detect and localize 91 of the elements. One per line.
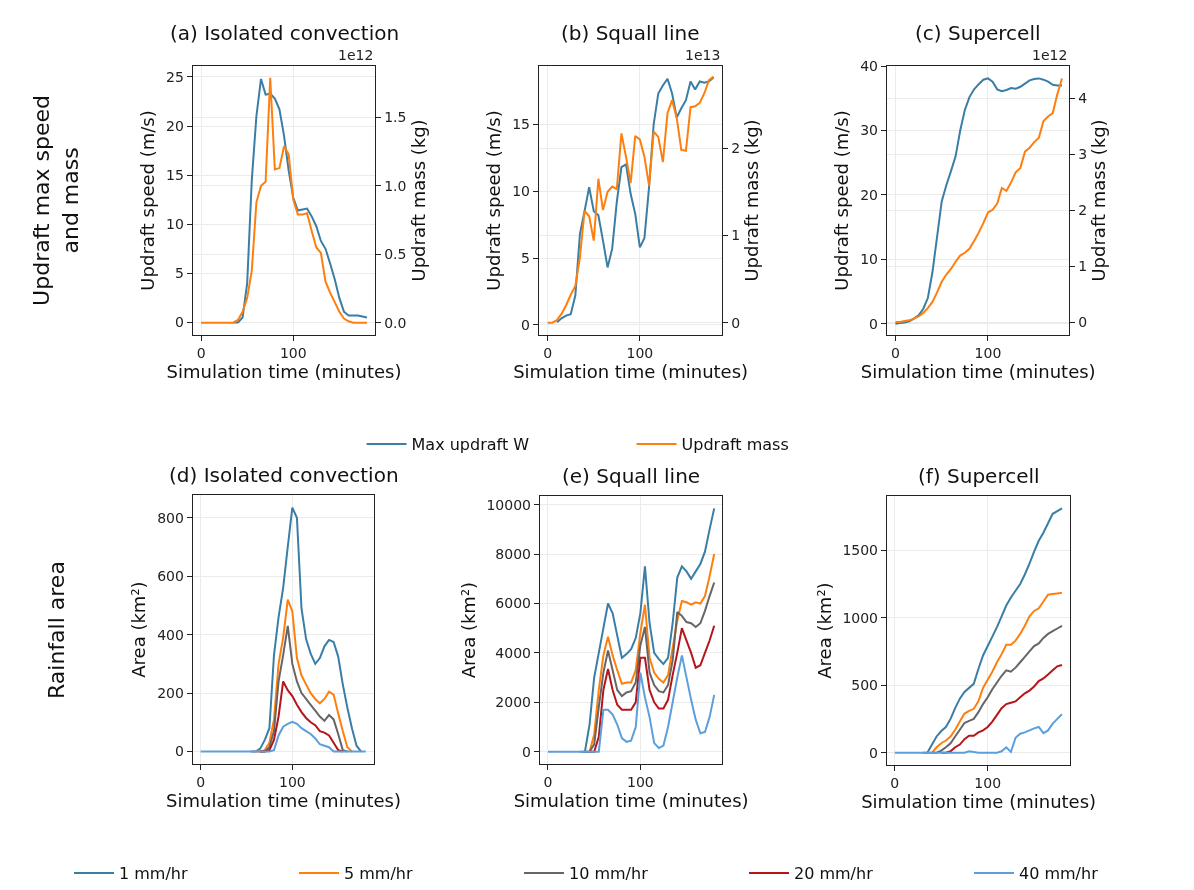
- y-tick-label: 10: [166, 216, 184, 233]
- x-axis-title: Simulation time (minutes): [166, 789, 402, 811]
- x-tick-label: 0: [890, 344, 900, 361]
- y-tick-label: 0: [174, 743, 184, 760]
- y-tick-label: 5: [174, 265, 184, 282]
- text: Updraft max speed and mass: [28, 94, 83, 306]
- line-series: [199, 720, 367, 753]
- y-tick-label: 6000: [495, 595, 531, 612]
- x-tick-label: 0: [543, 773, 553, 790]
- legend-label: Max updraft W: [411, 435, 530, 455]
- y-axis-title: Updraft speed (m/s): [137, 110, 159, 291]
- line-series: [893, 713, 1063, 754]
- chart-title: (a) Isolated convection: [170, 21, 400, 45]
- y2-axis-title: Updraft mass (kg): [1088, 119, 1110, 282]
- y-tick-label: 2000: [495, 694, 531, 711]
- legend-label: 20 mm/hr: [794, 864, 874, 884]
- y2-tick-label: 0: [1078, 313, 1088, 330]
- y-tick-label: 400: [157, 626, 184, 643]
- y-axis-title: Area (km²): [813, 582, 835, 679]
- legend-label: 40 mm/hr: [1019, 864, 1099, 884]
- x-axis-title: Simulation time (minutes): [513, 789, 749, 811]
- y-tick-label: 0: [869, 315, 879, 332]
- legend-label: 1 mm/hr: [119, 864, 188, 884]
- x-tick-label: 100: [974, 774, 1002, 791]
- y-tick-label: 25: [166, 68, 184, 85]
- x-tick-label: 100: [626, 773, 654, 790]
- y-tick-label: 40: [860, 58, 879, 75]
- x-tick-label: 0: [196, 344, 206, 361]
- y-tick-label: 10000: [486, 496, 531, 513]
- y-tick-label: 20: [860, 186, 879, 203]
- legend-label: 5 mm/hr: [344, 864, 413, 884]
- y-tick-label: 0: [521, 316, 531, 333]
- chart-title: (e) Squall line: [562, 464, 701, 488]
- line-series: [200, 76, 368, 324]
- y-axis-title: Area (km²): [457, 581, 479, 679]
- y2-tick-label: 1.0: [384, 177, 407, 194]
- chart-title: (d) Isolated convection: [169, 463, 399, 487]
- y-tick-label: 200: [157, 685, 184, 702]
- y-tick-label: 1500: [842, 542, 879, 559]
- y-axis-title: Updraft speed (m/s): [483, 110, 505, 291]
- x-tick-label: 100: [626, 344, 654, 361]
- legend-label: 10 mm/hr: [569, 864, 649, 884]
- y-tick-label: 5: [521, 249, 531, 266]
- chart-title: (f) Supercell: [918, 464, 1040, 488]
- y2-axis-title: Updraft mass (kg): [741, 119, 763, 282]
- y2-tick-label: 4: [1078, 90, 1088, 107]
- y-tick-label: 600: [157, 568, 184, 585]
- y-tick-label: 15: [166, 167, 184, 184]
- x-axis-title: Simulation time (minutes): [860, 360, 1096, 382]
- y-tick-label: 8000: [495, 545, 531, 562]
- x-tick-label: 100: [279, 344, 307, 361]
- y-tick-label: 4000: [495, 644, 531, 661]
- y-tick-label: 0: [174, 314, 184, 331]
- y-axis-title: Area (km²): [128, 581, 150, 678]
- y-tick-label: 10: [512, 183, 531, 200]
- x-tick-label: 100: [974, 344, 1002, 361]
- y-tick-label: 0: [869, 744, 879, 761]
- legend-label: Updraft mass: [681, 435, 789, 455]
- y-tick-label: 15: [512, 116, 531, 133]
- y-tick-label: 10: [860, 251, 879, 268]
- y2-tick-label: 1.5: [384, 109, 407, 126]
- y-tick-label: 1000: [842, 609, 879, 626]
- x-axis-title: Simulation time (minutes): [166, 360, 402, 382]
- x-axis-title: Simulation time (minutes): [861, 790, 1097, 812]
- y-tick-label: 0: [522, 743, 531, 760]
- y2-tick-label: 1: [731, 227, 741, 244]
- x-tick-label: 0: [196, 773, 206, 790]
- y2-tick-label: 0.5: [384, 246, 407, 263]
- x-tick-label: 0: [543, 344, 553, 361]
- y-axis-title: Updraft speed (m/s): [831, 110, 853, 291]
- y2-tick-label: 1: [1078, 258, 1088, 275]
- text: 1e13: [685, 47, 721, 63]
- x-tick-label: 100: [278, 773, 306, 790]
- chart-title: (c) Supercell: [915, 21, 1041, 45]
- y-tick-label: 20: [166, 117, 184, 134]
- text: 1e12: [1032, 47, 1068, 63]
- x-axis-title: Simulation time (minutes): [513, 360, 749, 382]
- x-tick-label: 0: [890, 774, 900, 791]
- y2-tick-label: 3: [1078, 146, 1088, 163]
- y2-tick-label: 0: [731, 314, 741, 331]
- y-tick-label: 800: [157, 509, 184, 526]
- y2-axis-title: Updraft mass (kg): [407, 119, 429, 282]
- line-series: [547, 654, 716, 753]
- y2-tick-label: 0.0: [384, 314, 407, 331]
- text: 1e12: [338, 47, 374, 63]
- y2-tick-label: 2: [1078, 202, 1088, 219]
- text: Rainfall area: [43, 561, 69, 699]
- y2-tick-label: 2: [731, 140, 741, 157]
- y-tick-label: 30: [860, 122, 879, 139]
- y-tick-label: 500: [851, 677, 879, 694]
- chart-title: (b) Squall line: [561, 21, 700, 45]
